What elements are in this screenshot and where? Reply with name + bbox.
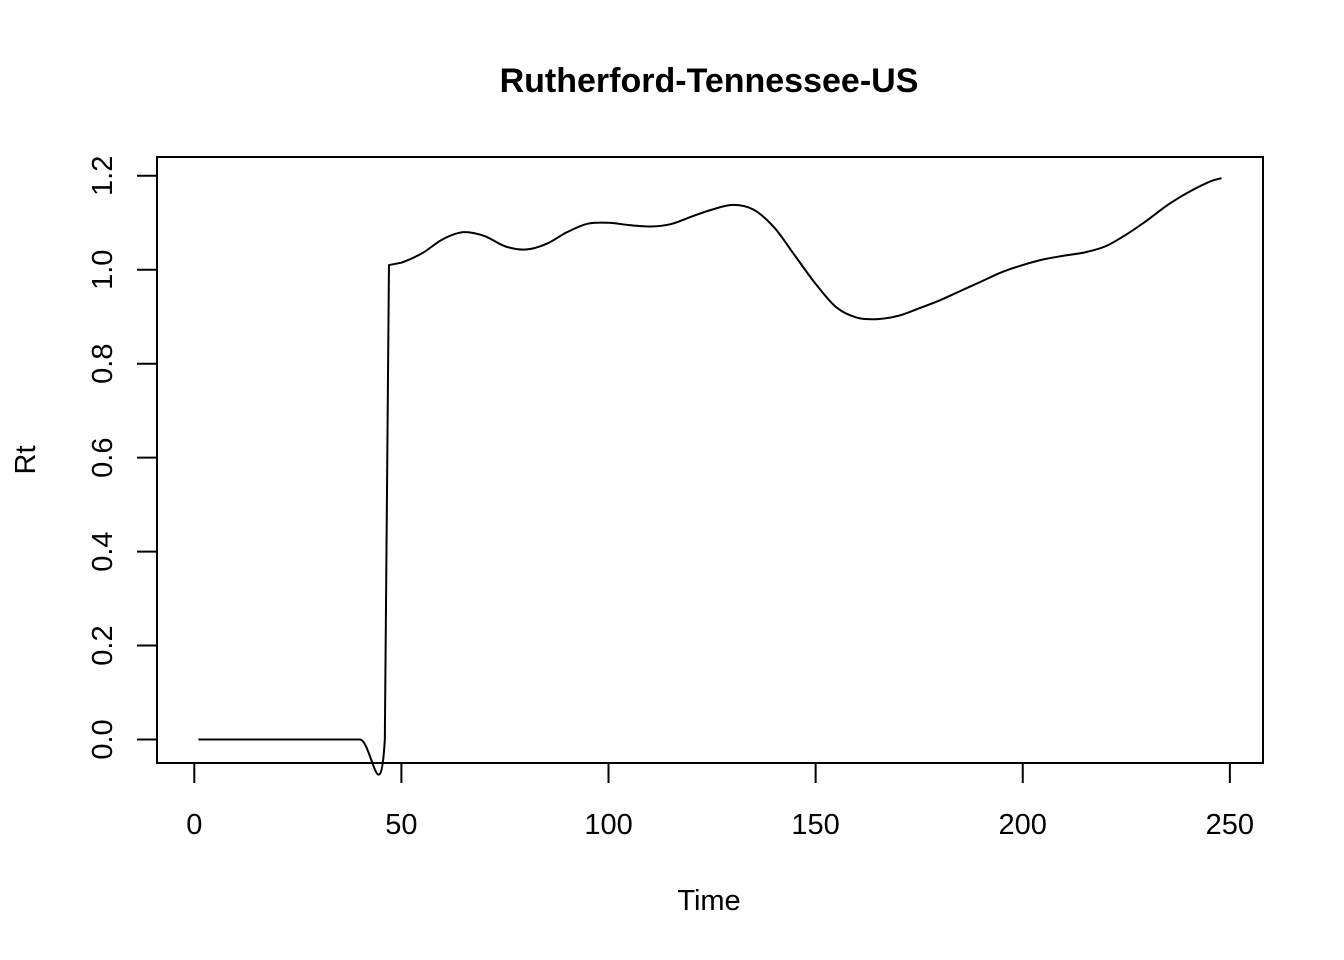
rt-series-line [198,177,1222,776]
chart-title: Rutherford-Tennessee-US [500,62,919,100]
x-tick-label: 50 [385,809,417,841]
y-axis: 0.0 0.2 0.4 0.6 0.8 1.0 1.2 [87,156,158,760]
y-tick-label: 0.6 [87,437,119,477]
plot-frame [156,156,1264,764]
x-tick-label: 200 [999,809,1047,841]
x-tick-label: 250 [1206,809,1254,841]
x-tick-label: 150 [791,809,839,841]
y-tick-label: 0.4 [87,531,119,571]
x-tick-label: 100 [584,809,632,841]
y-axis-label: Rt [10,446,42,475]
x-axis-label: Time [677,885,740,917]
y-tick-label: 0.0 [87,719,119,759]
x-tick-label: 0 [186,809,202,841]
y-tick-label: 1.2 [87,156,119,196]
y-tick-label: 0.2 [87,625,119,665]
y-tick-label: 0.8 [87,344,119,384]
y-tick-label: 1.0 [87,250,119,290]
x-axis: 0 50 100 150 200 250 [186,762,1254,841]
